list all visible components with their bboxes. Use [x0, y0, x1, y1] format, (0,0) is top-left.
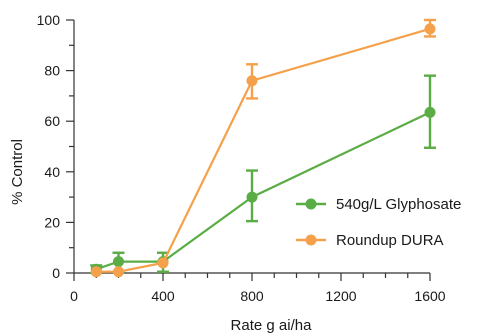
y-tick-label: 60: [44, 113, 60, 129]
legend-label: Roundup DURA: [336, 232, 444, 249]
x-tick-label: 1600: [414, 288, 445, 304]
x-tick-label: 400: [151, 288, 175, 304]
legend-swatch-marker: [305, 198, 317, 210]
x-tick-label: 0: [70, 288, 78, 304]
y-tick-label: 40: [44, 164, 60, 180]
data-point: [424, 106, 436, 118]
y-axis-title: % Control: [9, 139, 26, 205]
y-tick-label: 0: [52, 265, 60, 281]
x-tick-label: 800: [240, 288, 264, 304]
data-point: [113, 256, 124, 268]
legend-item: Roundup DURA: [296, 232, 444, 249]
axes-layer: 0 20 40 60 80 100 0 400 800 1200 1600: [37, 12, 446, 304]
data-point: [113, 266, 124, 278]
data-point: [246, 191, 258, 203]
data-point: [157, 257, 169, 269]
y-tick-label: 100: [37, 12, 61, 28]
x-tick-label: 1200: [325, 288, 356, 304]
data-point: [246, 75, 258, 87]
data-point: [90, 266, 102, 278]
legend-layer: 540g/L Glyphosate Roundup DURA: [296, 196, 461, 249]
y-tick-label: 20: [44, 214, 60, 230]
legend-item: 540g/L Glyphosate: [296, 196, 461, 213]
legend-label: 540g/L Glyphosate: [336, 196, 461, 213]
series-layer: [90, 18, 436, 278]
y-tick-label: 80: [44, 63, 60, 79]
data-point: [424, 23, 436, 35]
legend-swatch-marker: [305, 234, 317, 246]
series-2: [90, 18, 436, 278]
x-axis-title: Rate g ai/ha: [231, 317, 313, 334]
